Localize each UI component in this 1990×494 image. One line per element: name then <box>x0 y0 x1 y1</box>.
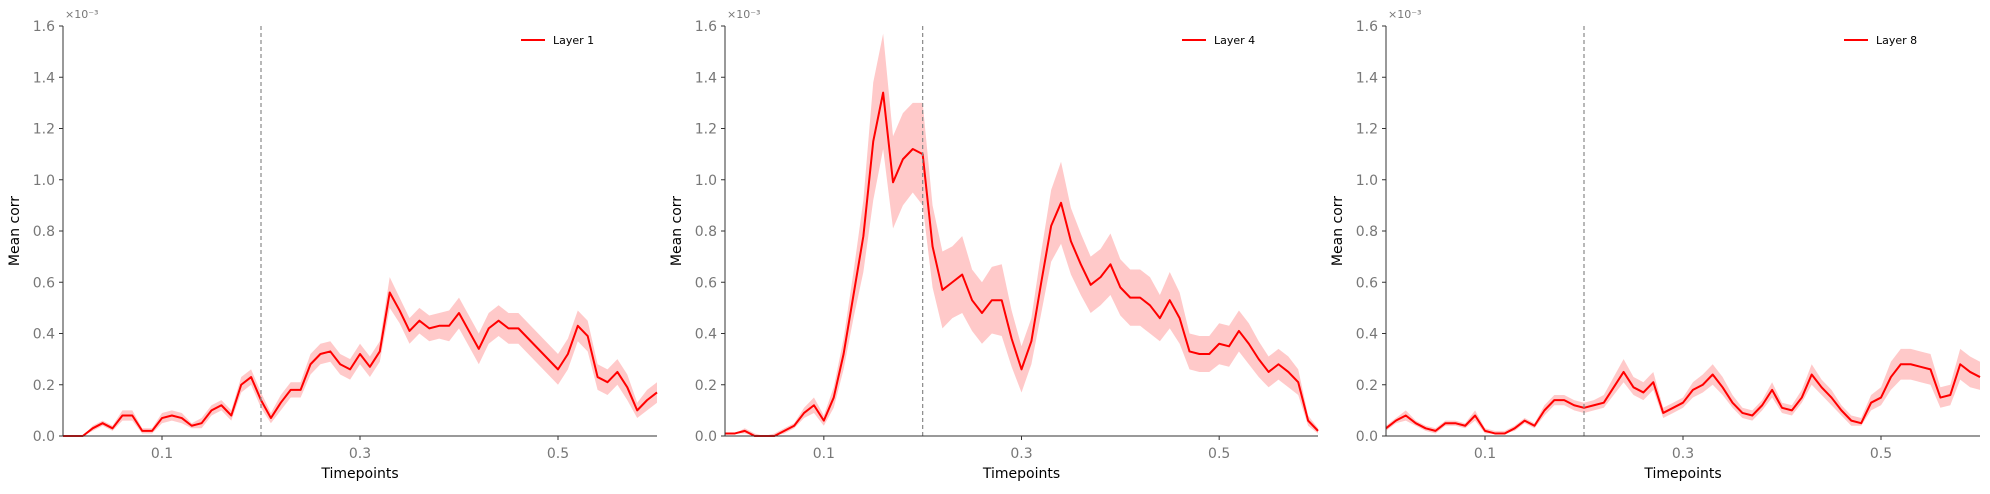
y-tick-label: 0.6 <box>1356 275 1378 291</box>
series-line-1 <box>725 91 1319 437</box>
y-tick-label: 0.4 <box>33 327 55 343</box>
x-tick-label: 0.5 <box>547 446 569 462</box>
x-axis-label: Timepoints <box>320 466 398 482</box>
chart-panel-3: 0.0 0.2 0.4 0.6 0.8 1.0 1.2 1.4 1.6 0.1 0.3 0.5 Time… <box>1330 8 1981 482</box>
y-tick-label: 0.6 <box>695 275 717 291</box>
y-tick-label: 1.2 <box>1356 122 1378 138</box>
y-multiplier-label: ×10⁻³ <box>727 8 760 21</box>
y-tick-label: 0.8 <box>695 224 717 240</box>
y-tick-label: 0.2 <box>1356 378 1378 394</box>
y-axis-label: Mean corr <box>669 196 685 266</box>
y-tick-label: 0.4 <box>695 327 717 343</box>
y-tick-label: 0.0 <box>695 429 717 445</box>
y-axis-label: Mean corr <box>1330 196 1346 266</box>
x-tick-label: 0.1 <box>1474 446 1496 462</box>
x-tick-label: 0.3 <box>349 446 371 462</box>
y-multiplier-label: ×10⁻³ <box>65 8 98 21</box>
x-tick-label: 0.5 <box>1208 446 1230 462</box>
y-tick-label: 1.4 <box>33 70 55 86</box>
chart-panel-1: 0.0 0.2 0.4 0.6 0.8 1.0 1.2 1.4 1.6 0.1 0.3 0.5 Time… <box>7 8 658 482</box>
confidence-band <box>1386 348 1980 434</box>
legend-label: Layer 1 <box>553 34 594 47</box>
x-tick-label: 0.1 <box>151 446 173 462</box>
y-tick-label: 0.0 <box>33 429 55 445</box>
y-tick-label: 1.4 <box>695 70 717 86</box>
y-tick-label: 1.6 <box>695 19 717 35</box>
y-tick-label: 1.0 <box>695 173 717 189</box>
x-tick-label: 0.3 <box>1672 446 1694 462</box>
y-tick-label: 0.8 <box>33 224 55 240</box>
x-tick-label: 0.3 <box>1010 446 1032 462</box>
series-line-1 <box>63 291 658 437</box>
legend-label: Layer 8 <box>1876 34 1917 47</box>
y-tick-label: 0.8 <box>1356 224 1378 240</box>
x-axis-label: Timepoints <box>1643 466 1721 482</box>
y-tick-label: 1.6 <box>1356 19 1378 35</box>
x-tick-label: 0.5 <box>1870 446 1892 462</box>
confidence-band <box>725 33 1318 436</box>
chart-panel-2: 0.0 0.2 0.4 0.6 0.8 1.0 1.2 1.4 1.6 0.1 0.3 0.5 Time… <box>669 8 1319 482</box>
y-tick-label: 0.0 <box>1356 429 1378 445</box>
y-tick-label: 1.4 <box>1356 70 1378 86</box>
x-axis-label: Timepoints <box>982 466 1060 482</box>
series-line-1 <box>1385 363 1981 435</box>
y-tick-label: 0.2 <box>33 378 55 394</box>
y-multiplier-label: ×10⁻³ <box>1388 8 1421 21</box>
y-tick-label: 1.2 <box>695 122 717 138</box>
legend-label: Layer 4 <box>1214 34 1255 47</box>
y-tick-label: 1.0 <box>33 173 55 189</box>
y-tick-label: 1.0 <box>1356 173 1378 189</box>
confidence-band <box>63 277 657 436</box>
y-tick-label: 1.2 <box>33 122 55 138</box>
x-tick-label: 0.1 <box>813 446 835 462</box>
y-tick-label: 1.6 <box>33 19 55 35</box>
y-tick-label: 0.2 <box>695 378 717 394</box>
y-axis-label: Mean corr <box>7 196 23 266</box>
y-tick-label: 0.6 <box>33 275 55 291</box>
y-tick-label: 0.4 <box>1356 327 1378 343</box>
